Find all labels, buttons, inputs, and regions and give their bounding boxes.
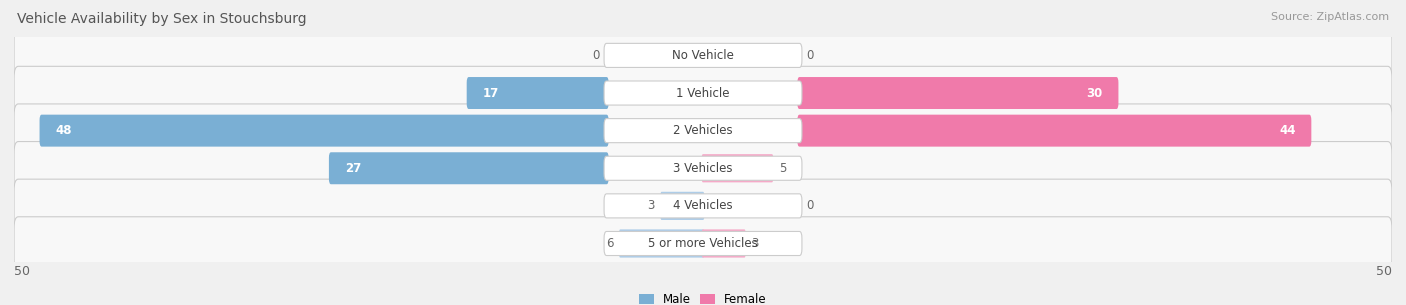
FancyBboxPatch shape [14,104,1392,157]
Text: 3: 3 [751,237,759,250]
Text: 3: 3 [647,199,655,212]
FancyBboxPatch shape [39,115,609,147]
FancyBboxPatch shape [702,154,773,182]
Text: 44: 44 [1279,124,1295,137]
Text: 0: 0 [807,199,814,212]
Legend: Male, Female: Male, Female [640,293,766,305]
FancyBboxPatch shape [605,156,801,180]
FancyBboxPatch shape [605,231,801,256]
FancyBboxPatch shape [605,194,801,218]
Text: 6: 6 [606,237,613,250]
Text: 0: 0 [807,49,814,62]
Text: 4 Vehicles: 4 Vehicles [673,199,733,212]
Text: 50: 50 [14,265,30,278]
Text: 27: 27 [344,162,361,175]
FancyBboxPatch shape [14,66,1392,120]
FancyBboxPatch shape [619,229,704,258]
Text: Source: ZipAtlas.com: Source: ZipAtlas.com [1271,12,1389,22]
Text: 5 or more Vehicles: 5 or more Vehicles [648,237,758,250]
Text: 17: 17 [482,87,499,99]
Text: 48: 48 [55,124,72,137]
Text: No Vehicle: No Vehicle [672,49,734,62]
Text: 30: 30 [1087,87,1102,99]
Text: 50: 50 [1376,265,1392,278]
FancyBboxPatch shape [702,229,745,258]
Text: Vehicle Availability by Sex in Stouchsburg: Vehicle Availability by Sex in Stouchsbu… [17,12,307,26]
FancyBboxPatch shape [14,179,1392,233]
Text: 2 Vehicles: 2 Vehicles [673,124,733,137]
FancyBboxPatch shape [14,29,1392,82]
FancyBboxPatch shape [14,217,1392,270]
Text: 3 Vehicles: 3 Vehicles [673,162,733,175]
FancyBboxPatch shape [14,142,1392,195]
Text: 5: 5 [779,162,786,175]
FancyBboxPatch shape [797,77,1118,109]
FancyBboxPatch shape [797,115,1312,147]
Text: 1 Vehicle: 1 Vehicle [676,87,730,99]
FancyBboxPatch shape [467,77,609,109]
FancyBboxPatch shape [605,81,801,105]
FancyBboxPatch shape [661,192,704,220]
FancyBboxPatch shape [605,119,801,143]
Text: 0: 0 [592,49,599,62]
FancyBboxPatch shape [605,43,801,67]
FancyBboxPatch shape [329,152,609,184]
